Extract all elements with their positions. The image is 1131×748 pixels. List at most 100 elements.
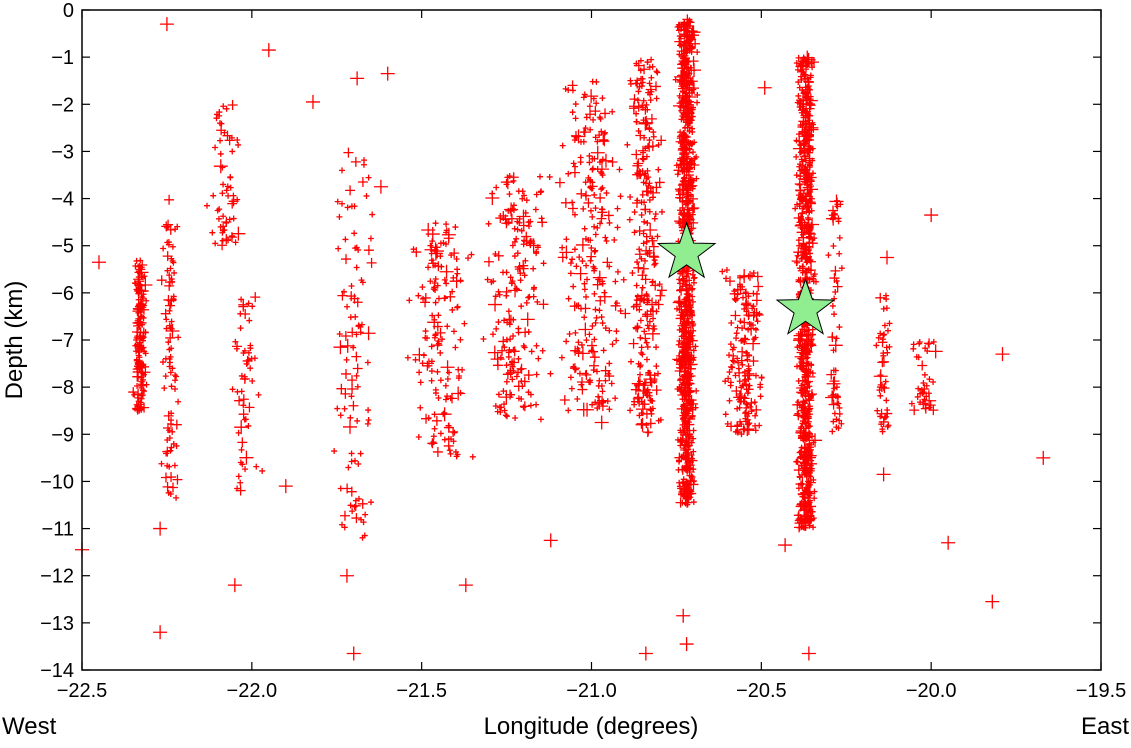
data-point — [445, 291, 456, 302]
data-point — [727, 379, 734, 386]
data-point — [676, 483, 683, 490]
data-point — [677, 104, 684, 111]
data-point — [830, 347, 837, 354]
data-point — [802, 91, 809, 98]
data-point — [582, 179, 589, 186]
data-point — [136, 268, 143, 275]
data-point — [576, 254, 583, 261]
data-point — [249, 377, 256, 384]
data-point — [926, 376, 933, 383]
data-point — [649, 398, 656, 405]
data-point — [173, 373, 180, 380]
data-point — [570, 130, 581, 141]
data-point — [808, 391, 815, 398]
data-point — [493, 325, 500, 332]
data-point — [826, 369, 837, 380]
data-point — [745, 367, 752, 374]
data-point — [518, 220, 529, 231]
data-point — [225, 237, 232, 244]
data-point — [443, 440, 454, 451]
data-point — [373, 179, 388, 194]
data-point — [170, 293, 177, 300]
data-point — [437, 430, 444, 437]
data-point — [920, 379, 927, 386]
y-tick-label: −8 — [51, 377, 74, 399]
data-point — [170, 440, 177, 447]
data-point — [437, 377, 444, 384]
data-point — [749, 305, 756, 312]
data-point — [247, 342, 254, 349]
data-point — [499, 390, 514, 405]
data-point — [237, 479, 244, 486]
data-point — [443, 422, 454, 433]
data-point — [594, 224, 601, 231]
data-point — [448, 426, 459, 437]
data-point — [587, 207, 594, 214]
data-point — [692, 343, 699, 350]
data-point — [796, 524, 803, 531]
data-point — [684, 108, 691, 115]
data-point — [680, 190, 687, 197]
data-point — [836, 417, 843, 424]
data-point — [799, 210, 806, 217]
data-point — [355, 495, 362, 502]
data-point — [458, 578, 473, 593]
data-point — [432, 275, 439, 282]
data-point — [336, 213, 343, 220]
x-tick-label: −21.5 — [396, 680, 447, 702]
data-point — [917, 399, 924, 406]
data-point — [437, 349, 444, 356]
data-point — [645, 182, 652, 189]
data-point — [833, 416, 840, 423]
data-point — [678, 438, 685, 445]
data-point — [651, 182, 662, 193]
data-point — [607, 157, 618, 168]
data-point — [578, 381, 585, 388]
data-point — [794, 349, 809, 364]
data-point — [525, 294, 532, 301]
data-point — [884, 423, 891, 430]
data-point — [518, 260, 529, 271]
data-point — [587, 237, 594, 244]
data-point — [637, 371, 644, 378]
data-point — [875, 292, 886, 303]
data-point — [591, 290, 598, 297]
x-tick-label: −20.5 — [736, 680, 787, 702]
data-point — [600, 347, 607, 354]
data-point — [574, 345, 581, 352]
data-point — [599, 184, 606, 191]
data-point — [351, 503, 358, 510]
data-point — [570, 160, 577, 167]
data-point — [558, 354, 565, 361]
data-point — [798, 404, 805, 411]
data-point — [743, 308, 750, 315]
data-point — [908, 400, 915, 407]
data-point — [347, 414, 354, 421]
data-point — [597, 159, 604, 166]
data-point — [797, 171, 812, 186]
data-point — [337, 290, 348, 301]
data-point — [637, 334, 644, 341]
data-point — [165, 300, 176, 311]
data-point — [490, 352, 505, 367]
data-point — [643, 356, 650, 363]
x-tick-label: −22.5 — [57, 680, 108, 702]
data-point — [739, 334, 750, 345]
data-point — [687, 477, 694, 484]
data-point — [731, 288, 738, 295]
data-point — [521, 192, 528, 199]
data-point — [726, 369, 733, 376]
data-point — [600, 108, 611, 119]
data-point — [614, 224, 621, 231]
data-point — [638, 75, 645, 82]
data-point — [519, 195, 526, 202]
data-point — [835, 394, 842, 401]
data-point — [627, 407, 634, 414]
data-point — [352, 363, 363, 374]
data-point — [596, 213, 607, 224]
data-point — [728, 363, 735, 370]
ticks-layer: −22.5 −22.0 −21.5 −21.0 −20.5 −20.0 −19.5 0 −1 −2… — [40, 0, 1126, 702]
data-point — [533, 342, 540, 349]
data-point — [235, 429, 242, 436]
data-point — [644, 322, 651, 329]
